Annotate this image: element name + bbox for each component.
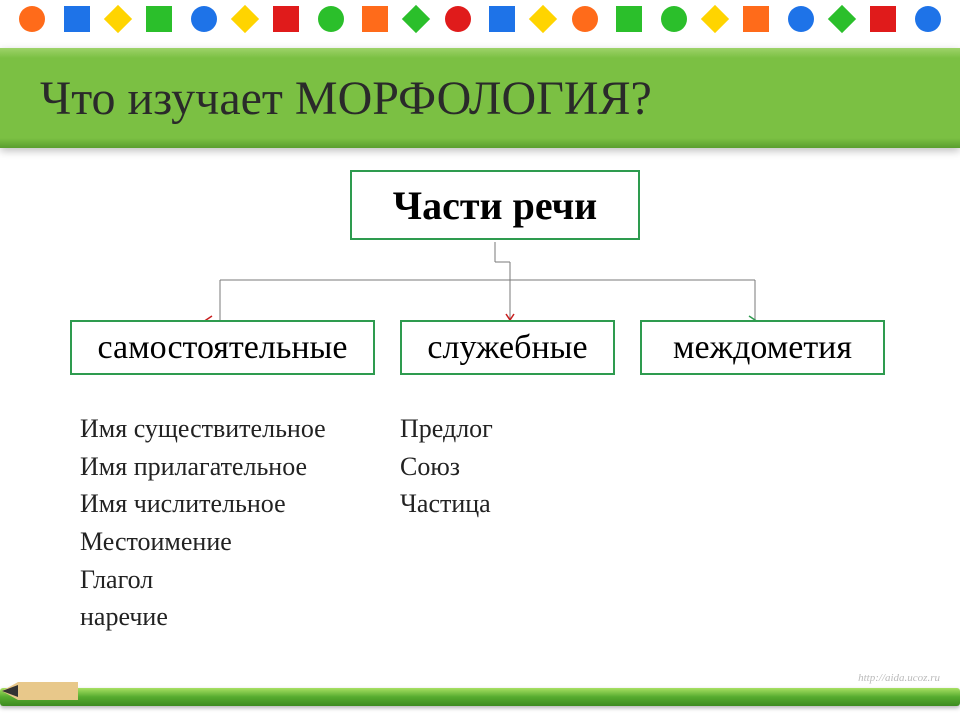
decorative-shape — [529, 5, 557, 33]
list-item: Глагол — [80, 561, 326, 599]
decorative-shape — [701, 5, 729, 33]
decorative-shape — [743, 6, 769, 32]
watermark-text: http://aida.ucoz.ru — [858, 672, 940, 684]
branch-list-0: Имя существительноеИмя прилагательноеИмя… — [80, 410, 326, 636]
root-node: Части речи — [350, 170, 640, 240]
list-item: Предлог — [400, 410, 493, 448]
decorative-shape — [19, 6, 45, 32]
decorative-shape — [104, 5, 132, 33]
pencil-tip-icon — [0, 676, 78, 706]
list-item: Союз — [400, 448, 493, 486]
decorative-shape — [915, 6, 941, 32]
list-item: наречие — [80, 598, 326, 636]
pencil-bar-decoration — [0, 688, 960, 706]
decorative-shape — [64, 6, 90, 32]
list-item: Имя существительное — [80, 410, 326, 448]
branch-node-2: междометия — [640, 320, 885, 375]
branch-node-label: служебные — [427, 329, 587, 367]
decorative-shape — [828, 5, 856, 33]
decorative-shape — [231, 5, 259, 33]
decorative-top-border — [0, 0, 960, 38]
decorative-shape — [191, 6, 217, 32]
header-band: Что изучает МОРФОЛОГИЯ? — [0, 48, 960, 148]
decorative-shape — [661, 6, 687, 32]
decorative-shape — [445, 6, 471, 32]
decorative-shape — [362, 6, 388, 32]
decorative-shape — [273, 6, 299, 32]
branch-node-0: самостоятельные — [70, 320, 375, 375]
decorative-shape — [489, 6, 515, 32]
root-node-label: Части речи — [393, 182, 597, 229]
list-item: Местоимение — [80, 523, 326, 561]
decorative-shape — [402, 5, 430, 33]
decorative-shape — [870, 6, 896, 32]
page-title: Что изучает МОРФОЛОГИЯ? — [40, 71, 652, 126]
decorative-shape — [616, 6, 642, 32]
list-item: Имя прилагательное — [80, 448, 326, 486]
decorative-shape — [318, 6, 344, 32]
decorative-shape — [572, 6, 598, 32]
branch-node-label: междометия — [673, 329, 852, 367]
branch-node-label: самостоятельные — [97, 329, 347, 367]
branch-node-1: служебные — [400, 320, 615, 375]
diagram-area: Части речи самостоятельные Имя существите… — [0, 150, 960, 720]
branch-list-1: ПредлогСоюзЧастица — [400, 410, 493, 523]
decorative-shape — [146, 6, 172, 32]
list-item: Имя числительное — [80, 485, 326, 523]
list-item: Частица — [400, 485, 493, 523]
decorative-shape — [788, 6, 814, 32]
connector-lines — [200, 242, 760, 322]
